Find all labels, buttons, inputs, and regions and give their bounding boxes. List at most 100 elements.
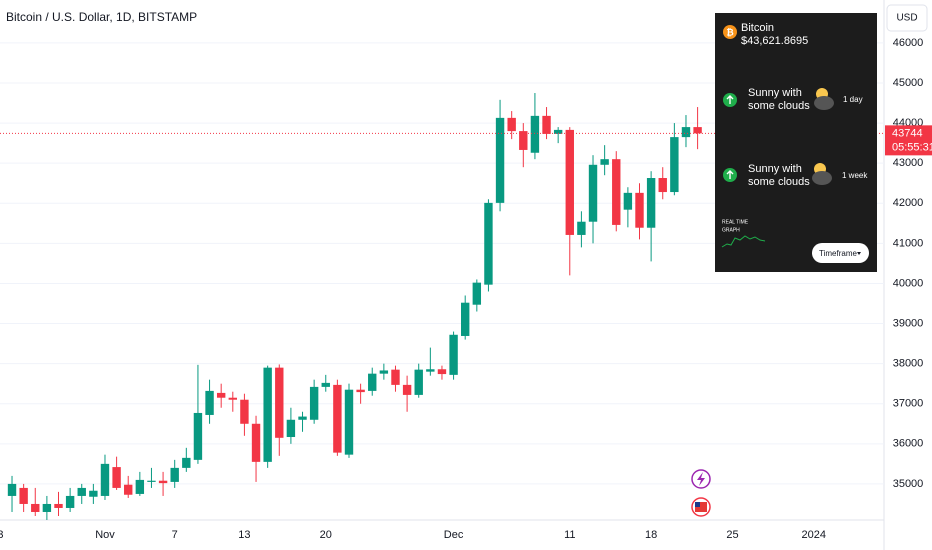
candle-body [216, 392, 226, 398]
candle-body [507, 117, 516, 132]
bitcoin-icon [723, 25, 737, 39]
forecast-text: some clouds [748, 176, 810, 188]
candle-body [658, 178, 667, 193]
widget: ₿ Bitcoin $43,621.8695 Sunny with some c… [715, 13, 877, 272]
x-tick-label: Dec [444, 529, 464, 541]
x-tick-label: Nov [95, 529, 115, 541]
countdown-label: 05:55:31 [892, 141, 932, 153]
x-tick-label: 2024 [802, 529, 826, 541]
sparkline [721, 235, 766, 248]
candle-body [565, 129, 574, 235]
candle-body [681, 127, 691, 138]
candle-body [193, 412, 203, 460]
y-tick-label: 37000 [893, 398, 924, 410]
candle-body [368, 373, 377, 391]
candle-body [170, 467, 179, 482]
x-tick-label: 7 [172, 529, 178, 541]
up-arrow [726, 170, 734, 179]
candle-body [542, 115, 551, 134]
candle-body [263, 367, 272, 462]
flag-stripes [695, 502, 707, 512]
candle-body [333, 384, 342, 453]
candle-body [495, 117, 505, 203]
asset-price: $43,621.8695 [741, 35, 808, 47]
y-tick-label: 36000 [893, 438, 924, 450]
y-tick-label: 35000 [893, 478, 924, 490]
forecast-text: some clouds [748, 100, 810, 112]
x-tick-label: 18 [645, 529, 657, 541]
candle-body [519, 131, 528, 150]
lightning-icon [697, 472, 705, 486]
last-price-label: 43744 [892, 127, 923, 139]
candle-body [402, 384, 412, 395]
widget-panel [715, 13, 877, 272]
timeframe-label: Timeframe [819, 249, 857, 258]
candle-body [251, 423, 261, 462]
candle-body [124, 484, 133, 495]
candle-body [588, 164, 598, 222]
up-arrow [726, 95, 734, 104]
forecast-period: 1 week [842, 171, 868, 180]
asset-name: Bitcoin [741, 22, 774, 34]
bitcoin-symbol: ₿ [726, 27, 733, 37]
candle-body [623, 192, 633, 210]
candle-body [275, 367, 284, 438]
candle-body [240, 399, 249, 424]
y-tick-label: 46000 [893, 37, 924, 49]
last-price-box [885, 125, 932, 156]
candle-body [484, 202, 493, 285]
candle-body [228, 397, 237, 400]
candle-body [553, 129, 563, 134]
candle-body [309, 386, 319, 420]
y-tick-label: 45000 [893, 77, 924, 89]
y-tick-label: 38000 [893, 358, 924, 370]
candle-body [286, 419, 296, 438]
candle-body [100, 463, 110, 496]
candle-body [670, 137, 679, 193]
candle-body [426, 369, 435, 372]
candle-body [147, 480, 156, 482]
dropdown-caret [857, 252, 861, 255]
currency-label: USD [896, 13, 917, 24]
y-tick-label: 42000 [893, 197, 924, 209]
candle-body [54, 503, 63, 508]
candle-body [321, 382, 330, 387]
candle-body [65, 495, 75, 508]
x-tick-label: 25 [726, 529, 738, 541]
cloud-icon [814, 96, 834, 110]
y-tick-label: 41000 [893, 237, 924, 249]
chart-title: Bitcoin / U.S. Dollar, 1D, BITSTAMP [6, 10, 197, 24]
candle-body [7, 483, 17, 496]
timeframe-button[interactable] [812, 243, 869, 263]
candle-body [89, 490, 98, 497]
candle-body [449, 334, 458, 375]
candle-body [42, 503, 52, 512]
candle-body [356, 389, 365, 393]
candle-body [344, 389, 354, 455]
candle-body [298, 416, 307, 420]
currency-button[interactable] [886, 4, 928, 32]
candle-body [530, 115, 540, 153]
candle-body [646, 178, 656, 228]
candle-body [612, 159, 621, 225]
candle-body [77, 487, 86, 496]
candles [0, 93, 884, 520]
labels: 35000 36000 37000 38000 39000 40000 41000 42000… [0, 37, 932, 541]
x-tick-label: 3 [0, 529, 3, 541]
candle-body [112, 467, 121, 488]
forecast-text: Sunny with [748, 87, 802, 99]
candle-body [461, 302, 470, 336]
candle-body [182, 457, 191, 468]
candle-body [158, 480, 168, 484]
candle-body [31, 503, 40, 512]
x-tick-label: 13 [238, 529, 250, 541]
candle-body [577, 221, 586, 235]
forecast-text: Sunny with [748, 163, 802, 175]
candle-body [693, 127, 702, 134]
forecast-period: 1 day [843, 95, 863, 104]
candle-body [135, 479, 145, 494]
candle-body [414, 369, 423, 395]
candle-body [600, 159, 609, 165]
